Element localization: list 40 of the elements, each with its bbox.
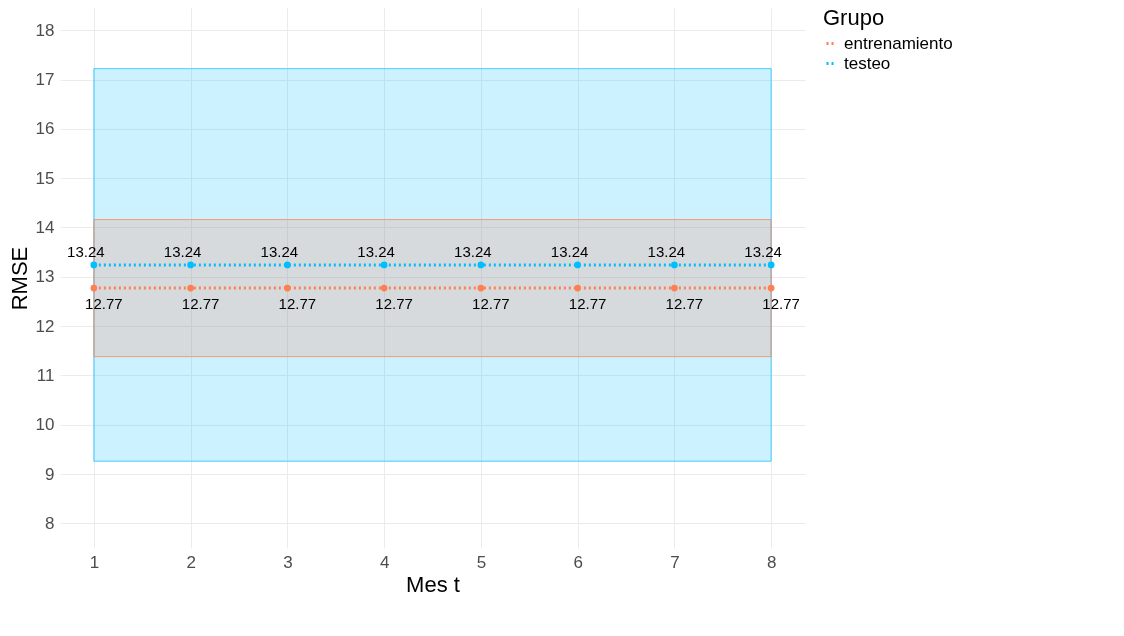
data-label: 13.24	[744, 242, 782, 260]
x-axis-title: Mes t	[406, 571, 460, 597]
x-tick-label: 8	[766, 552, 777, 572]
data-label: 12.77	[278, 295, 317, 313]
y-tick-label: 17	[35, 70, 55, 90]
data-label: 13.24	[260, 242, 299, 260]
data-label: 13.24	[550, 242, 589, 260]
y-tick-label: 12	[35, 316, 55, 336]
y-tick-label: 15	[35, 168, 55, 188]
legend-label: entrenamiento	[844, 33, 953, 53]
data-label: 13.24	[67, 242, 105, 260]
data-label: 13.24	[163, 242, 202, 260]
x-tick-label: 1	[89, 552, 100, 572]
x-tick-label: 5	[476, 552, 487, 572]
data-label: 13.24	[454, 242, 492, 260]
y-tick-label: 10	[35, 415, 55, 435]
y-tick-label: 13	[35, 267, 55, 287]
x-tick-label: 7	[670, 552, 680, 572]
x-tick-label: 3	[283, 552, 293, 572]
data-label: 12.77	[762, 295, 800, 313]
y-tick-label: 18	[35, 20, 55, 40]
legend-label: testeo	[844, 53, 891, 73]
y-axis-title: RMSE	[6, 246, 32, 311]
y-tick-label: 14	[35, 217, 55, 237]
data-label: 12.77	[85, 295, 123, 313]
y-tick-label: 8	[45, 513, 55, 533]
y-tick-label: 9	[45, 464, 55, 484]
data-label: 13.24	[357, 242, 395, 260]
data-label: 12.77	[665, 295, 704, 313]
data-label: 12.77	[375, 295, 413, 313]
legend-title: Grupo	[823, 5, 885, 30]
data-label: 12.77	[472, 295, 510, 313]
data-label: 13.24	[647, 242, 686, 260]
data-label: 12.77	[568, 295, 607, 313]
data-label: 12.77	[181, 295, 220, 313]
y-tick-label: 11	[36, 365, 55, 385]
x-tick-label: 2	[186, 552, 196, 572]
x-tick-label: 6	[573, 552, 583, 572]
y-tick-label: 16	[35, 119, 55, 139]
x-tick-label: 4	[379, 552, 390, 572]
